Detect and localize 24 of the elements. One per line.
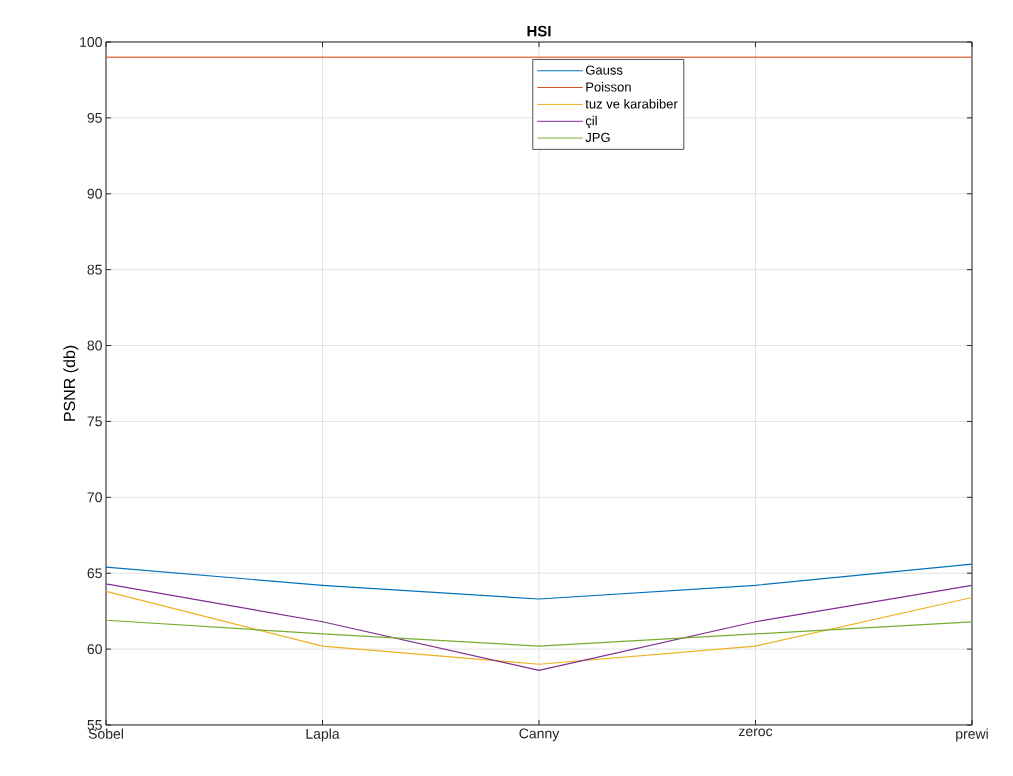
- y-tick-label: 90: [87, 188, 102, 199]
- chart-title: HSI: [527, 25, 551, 37]
- y-axis-title: PSNR (db): [63, 345, 79, 421]
- x-tick-label: Canny: [519, 728, 560, 742]
- y-tick-label: 75: [87, 416, 102, 427]
- y-tick-label: 55: [87, 720, 102, 730]
- y-tick-label: 80: [87, 340, 102, 351]
- y-tick-label: 60: [87, 644, 102, 655]
- x-tick-label: zeroc: [738, 728, 773, 737]
- line-series: [106, 619, 972, 647]
- x-tick-label: Lapla: [306, 728, 340, 742]
- x-tick-label: prewi: [956, 728, 988, 742]
- x-tick-label: Sobel: [88, 728, 123, 739]
- legend-label: çil: [585, 115, 597, 129]
- y-tick-label: 95: [87, 112, 102, 123]
- legend-label: Poisson: [586, 82, 631, 92]
- y-tick-label: 65: [87, 568, 102, 579]
- y-tick-label: 70: [87, 492, 102, 503]
- line-series: [106, 563, 972, 600]
- legend-label: Gauss: [585, 65, 623, 75]
- y-tick-label: 100: [80, 37, 102, 47]
- y-tick-label: 85: [87, 264, 102, 275]
- legend-label: JPG: [585, 132, 610, 142]
- legend-label: tuz ve karabiber: [585, 98, 678, 109]
